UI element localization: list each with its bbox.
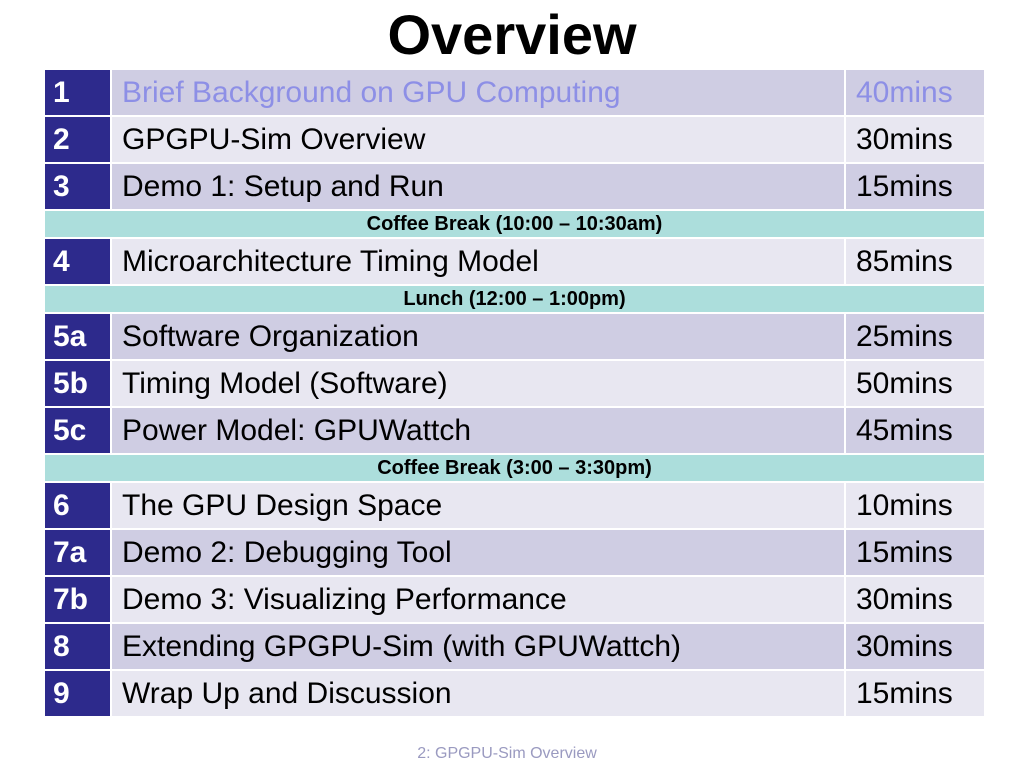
session-topic: Timing Model (Software) [110,359,846,408]
session-duration: 15mins [844,528,986,577]
session-topic: Demo 3: Visualizing Performance [110,575,846,624]
break-row: Lunch (12:00 – 1:00pm) [43,284,986,314]
session-topic: Software Organization [110,312,846,361]
session-number: 7b [43,575,112,624]
session-duration: 30mins [844,115,986,164]
session-duration: 10mins [844,481,986,530]
session-number: 2 [43,115,112,164]
session-topic: Demo 2: Debugging Tool [110,528,846,577]
agenda-body: 1 Brief Background on GPU Computing 40mins… [43,68,986,718]
session-duration: 50mins [844,359,986,408]
break-row: Coffee Break (10:00 – 10:30am) [43,209,986,239]
slide-footer: 2: GPGPU-Sim Overview [417,745,597,762]
session-row: 5b Timing Model (Software) 50mins [43,359,986,408]
session-duration: 45mins [844,406,986,455]
session-topic: The GPU Design Space [110,481,846,530]
session-topic: Extending GPGPU-Sim (with GPUWattch) [110,622,846,671]
session-topic: Wrap Up and Discussion [110,669,846,718]
slide-title: Overview [387,3,637,66]
session-duration: 40mins [844,68,986,117]
session-topic: GPGPU-Sim Overview [110,115,846,164]
session-duration: 15mins [844,669,986,718]
break-row: Coffee Break (3:00 – 3:30pm) [43,453,986,483]
session-row: 8 Extending GPGPU-Sim (with GPUWattch) 30m… [43,622,986,671]
session-number: 1 [43,68,112,117]
session-row: 5c Power Model: GPUWattch 45mins [43,406,986,455]
session-number: 5a [43,312,112,361]
session-duration: 30mins [844,575,986,624]
session-topic: Brief Background on GPU Computing [110,68,846,117]
session-row: 3 Demo 1: Setup and Run 15mins [43,162,986,211]
session-duration: 15mins [844,162,986,211]
session-number: 8 [43,622,112,671]
session-duration: 25mins [844,312,986,361]
session-topic: Demo 1: Setup and Run [110,162,846,211]
agenda-table: 1 Brief Background on GPU Computing 40mins… [43,68,986,718]
break-label: Lunch (12:00 – 1:00pm) [43,284,986,314]
session-number: 5b [43,359,112,408]
session-row: 4 Microarchitecture Timing Model 85mins [43,237,986,286]
session-row: 7a Demo 2: Debugging Tool 15mins [43,528,986,577]
session-duration: 85mins [844,237,986,286]
session-row: 7b Demo 3: Visualizing Performance 30mins [43,575,986,624]
session-row: 6 The GPU Design Space 10mins [43,481,986,530]
session-row: 2 GPGPU-Sim Overview 30mins [43,115,986,164]
session-topic: Power Model: GPUWattch [110,406,846,455]
session-number: 3 [43,162,112,211]
session-number: 4 [43,237,112,286]
session-number: 9 [43,669,112,718]
session-row: 1 Brief Background on GPU Computing 40mins [43,68,986,117]
session-duration: 30mins [844,622,986,671]
session-topic: Microarchitecture Timing Model [110,237,846,286]
session-number: 5c [43,406,112,455]
break-label: Coffee Break (10:00 – 10:30am) [43,209,986,239]
session-row: 5a Software Organization 25mins [43,312,986,361]
session-number: 6 [43,481,112,530]
session-row: 9 Wrap Up and Discussion 15mins [43,669,986,718]
session-number: 7a [43,528,112,577]
break-label: Coffee Break (3:00 – 3:30pm) [43,453,986,483]
